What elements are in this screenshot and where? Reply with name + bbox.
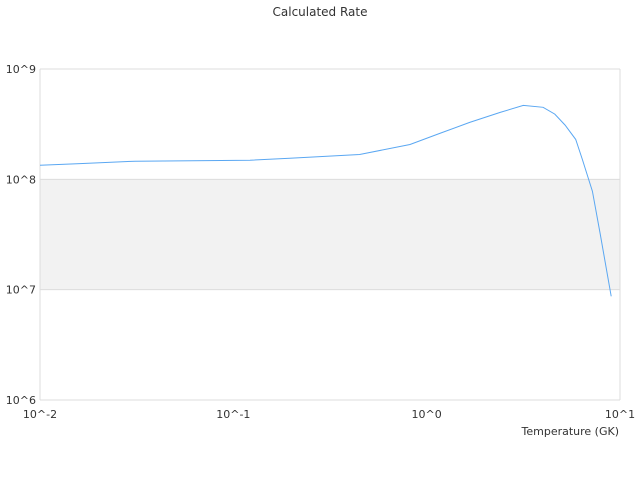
x-tick-label: 10^-2 bbox=[23, 408, 57, 421]
x-tick-label: 10^1 bbox=[605, 408, 635, 421]
y-tick-label: 10^7 bbox=[6, 284, 36, 297]
x-tick-label: 10^0 bbox=[412, 408, 442, 421]
x-axis-label: Temperature (GK) bbox=[521, 425, 620, 438]
y-tick-labels: 10^6 10^7 10^8 10^9 bbox=[6, 63, 36, 407]
series-layer bbox=[39, 104, 612, 297]
chart-title: Calculated Rate bbox=[273, 5, 368, 19]
series-line bbox=[39, 104, 612, 297]
y-tick-label: 10^8 bbox=[6, 173, 36, 186]
y-tick-label: 10^6 bbox=[6, 394, 36, 407]
gridlines bbox=[39, 68, 621, 401]
x-tick-label: 10^-1 bbox=[216, 408, 250, 421]
x-tick-labels: 10^-2 10^-1 10^0 10^1 bbox=[23, 408, 635, 421]
y-tick-label: 10^9 bbox=[6, 63, 36, 76]
shaded-band bbox=[40, 179, 620, 290]
shaded-band-rect bbox=[40, 179, 620, 290]
